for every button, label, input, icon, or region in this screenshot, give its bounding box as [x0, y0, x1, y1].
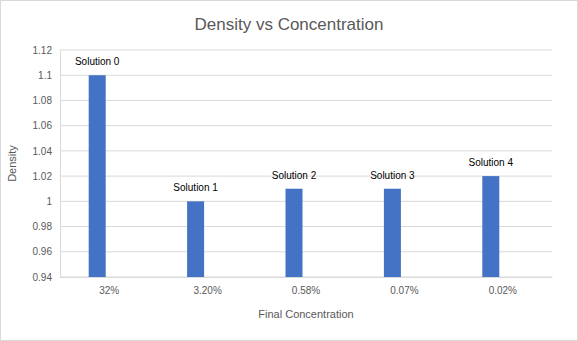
x-axis: 32% 3.20% 0.58% 0.07% 0.02%	[61, 277, 553, 296]
y-tick: 1	[46, 196, 60, 207]
grid	[60, 50, 552, 277]
x-tick: 3.20%	[193, 277, 221, 296]
x-tick-label: 32%	[99, 285, 119, 296]
y-axis-line	[60, 51, 61, 278]
grid-line	[60, 150, 552, 151]
grid-line	[60, 201, 552, 202]
grid-line	[60, 100, 552, 101]
y-tick-label: 1	[46, 196, 52, 207]
x-tick-label: 0.07%	[390, 285, 418, 296]
y-axis-title: Density	[6, 145, 18, 182]
bar	[89, 75, 106, 277]
x-tick: 0.58%	[292, 277, 320, 296]
x-tick-label: 0.02%	[489, 285, 517, 296]
y-tick-label: 0.96	[33, 246, 53, 257]
grid-line	[60, 75, 552, 76]
y-tick: 0.98	[33, 221, 60, 232]
y-tick: 0.94	[33, 272, 60, 283]
x-axis-title: Final Concentration	[258, 308, 353, 320]
annotation: Solution 1	[173, 182, 218, 193]
y-tick-label: 0.94	[33, 272, 53, 283]
y-tick-label: 1.12	[33, 45, 53, 56]
y-tick: 1.12	[33, 45, 60, 56]
y-tick-label: 1.04	[33, 146, 53, 157]
y-tick-label: 1.06	[33, 120, 53, 131]
annotation: Solution 0	[75, 56, 120, 67]
bars	[89, 75, 500, 277]
bar	[187, 201, 204, 277]
y-tick: 1.08	[33, 95, 60, 106]
y-tick: 1.04	[33, 146, 60, 157]
x-tick: 0.02%	[489, 277, 517, 296]
x-tick-label: 3.20%	[193, 285, 221, 296]
grid-line	[60, 251, 552, 252]
annotation: Solution 3	[370, 170, 415, 181]
x-tick: 0.07%	[390, 277, 418, 296]
chart-border	[1, 1, 578, 341]
bar	[384, 189, 401, 277]
grid-line	[60, 125, 552, 126]
title: Density vs Concentration	[195, 15, 384, 34]
y-tick-label: 1.02	[33, 171, 53, 182]
y-tick: 0.96	[33, 246, 60, 257]
x-tick: 32%	[99, 277, 119, 296]
y-axis: 0.94 0.96 0.98 1 1.02 1.04 1.06 1.08 1.1 1.12	[33, 45, 61, 283]
x-axis-line	[61, 277, 553, 278]
annotation: Solution 4	[469, 157, 514, 168]
grid-line	[60, 277, 552, 278]
y-tick-label: 1.1	[38, 70, 52, 81]
bar	[482, 176, 499, 277]
plot-area: 0.940.960.9811.021.041.061.081.11.1232%3…	[33, 45, 553, 296]
y-tick: 1.06	[33, 120, 60, 131]
y-tick-label: 1.08	[33, 95, 53, 106]
annotation: Solution 2	[272, 170, 317, 181]
x-tick-label: 0.58%	[292, 285, 320, 296]
y-tick: 1.02	[33, 171, 60, 182]
y-tick-label: 0.98	[33, 221, 53, 232]
y-tick: 1.1	[38, 70, 60, 81]
bar	[286, 189, 303, 277]
annotations: Solution 0 Solution 1 Solution 2 Solution 3…	[75, 56, 514, 193]
grid-line	[60, 226, 552, 227]
chart: 0.940.960.9811.021.041.061.081.11.1232%3…	[0, 0, 578, 341]
grid-line	[60, 50, 552, 51]
